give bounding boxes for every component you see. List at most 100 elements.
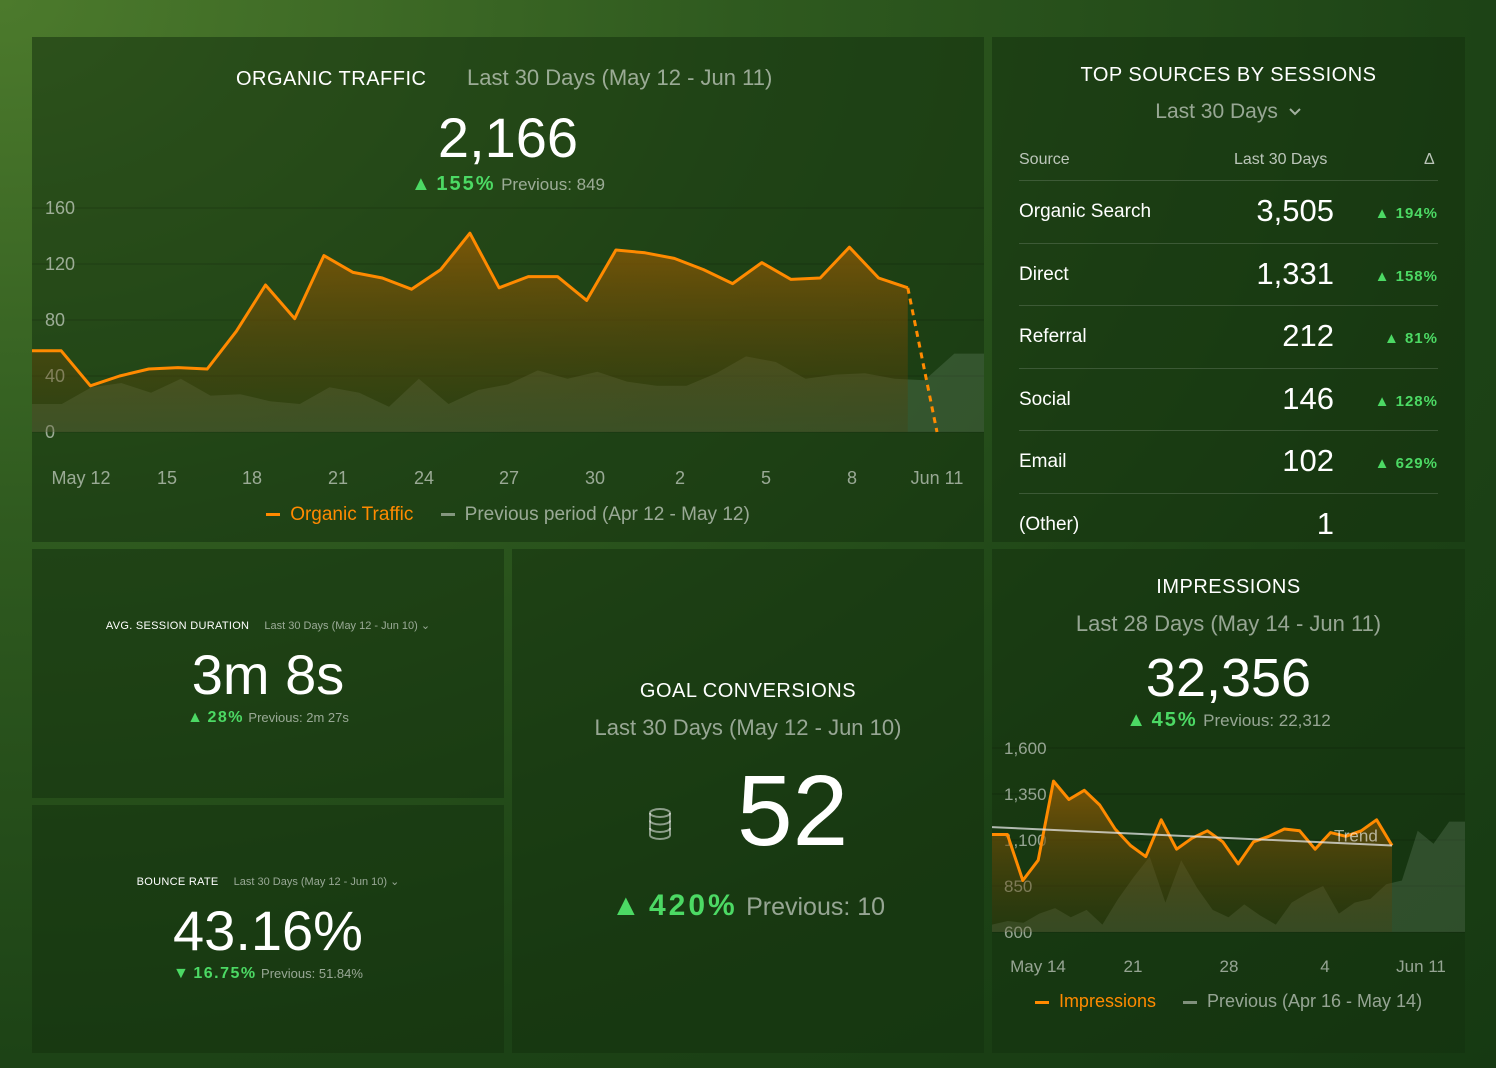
top-sources-widget: TOP SOURCES BY SESSIONS Last 30 Days Sou… xyxy=(992,37,1465,542)
delta-value: 81% xyxy=(1404,330,1438,347)
table-row[interactable]: Direct 1,331 ▲ 158% xyxy=(1019,242,1438,306)
y-tick-label: 160 xyxy=(45,198,75,218)
date-range-dropdown[interactable]: Last 30 Days (May 12 - Jun 10) ⌄ xyxy=(233,876,400,888)
x-tick-label: Jun 11 xyxy=(911,468,964,488)
impressions-widget: IMPRESSIONS Last 28 Days (May 14 - Jun 1… xyxy=(992,549,1465,1053)
source-name: Direct xyxy=(1019,263,1069,285)
current-series-line xyxy=(992,779,1394,882)
x-tick-label: May 12 xyxy=(51,468,110,488)
chevron-down-icon xyxy=(1288,108,1301,116)
change-percent: 16.75% xyxy=(193,965,257,982)
column-header-delta[interactable]: Δ xyxy=(1424,151,1435,168)
source-sessions: 1,331 xyxy=(1256,255,1334,291)
current-series-area xyxy=(992,781,1392,932)
widget-title: TOP SOURCES BY SESSIONS xyxy=(1080,64,1377,86)
previous-value: Previous: 22,312 xyxy=(1203,711,1331,730)
up-arrow-icon: ▲ xyxy=(1374,267,1396,285)
table-row[interactable]: Referral 212 ▲ 81% xyxy=(1019,305,1438,368)
chart-legend: Organic Traffic Previous period (Apr 12 … xyxy=(32,504,984,526)
change-percent: 28% xyxy=(207,709,244,726)
delta-value: 629% xyxy=(1395,455,1438,472)
down-arrow-icon: ▼ xyxy=(173,965,189,982)
x-tick-label: 15 xyxy=(157,468,177,488)
table-row[interactable]: Social 146 ▲ 128% xyxy=(1019,367,1438,431)
x-tick-label: 24 xyxy=(414,468,434,488)
source-name: Referral xyxy=(1019,326,1087,347)
date-range[interactable]: Last 30 Days (May 12 - Jun 10) xyxy=(594,715,902,740)
up-arrow-icon: ▲ xyxy=(1126,709,1147,731)
y-tick-label: 120 xyxy=(45,254,75,274)
column-header-source[interactable]: Source xyxy=(1019,151,1070,168)
up-arrow-icon: ▲ xyxy=(1374,455,1396,472)
previous-value: Previous: 51.84% xyxy=(261,966,363,981)
previous-value: Previous: 849 xyxy=(501,175,606,194)
previous-value: Previous: 10 xyxy=(746,893,886,921)
legend-previous[interactable]: Previous period (Apr 12 - May 12) xyxy=(440,504,750,525)
source-name: Organic Search xyxy=(1019,201,1152,222)
table-row[interactable]: Email 102 ▲ 629% xyxy=(1019,430,1438,493)
y-tick-label: 80 xyxy=(45,310,65,330)
change-percent: 155% xyxy=(436,173,496,195)
source-delta: ▲ 194% xyxy=(1375,205,1438,222)
x-tick-label: Jun 11 xyxy=(1396,957,1446,976)
date-range-label: Last 30 Days xyxy=(1155,100,1278,123)
table-row[interactable]: Organic Search 3,505 ▲ 194% xyxy=(1019,180,1438,243)
metric-change: ▲ 155% Previous: 849 xyxy=(32,173,984,196)
up-arrow-icon: ▲ xyxy=(410,173,431,195)
chevron-down-icon: ⌄ xyxy=(390,876,400,888)
x-tick-label: 21 xyxy=(328,468,348,488)
column-header-value[interactable]: Last 30 Days xyxy=(1234,151,1328,168)
trend-line xyxy=(992,826,1393,847)
delta-value: 194% xyxy=(1395,205,1438,222)
up-arrow-icon: ▲ xyxy=(610,889,641,922)
legend-current[interactable]: Impressions xyxy=(1034,991,1156,1011)
source-sessions: 1 xyxy=(1316,505,1334,541)
x-tick-label: 27 xyxy=(499,468,519,488)
source-sessions: 3,505 xyxy=(1256,193,1334,228)
source-sessions: 102 xyxy=(1282,443,1334,478)
chart-legend: Impressions Previous (Apr 16 - May 14) xyxy=(992,991,1465,1012)
source-delta: ▲ 128% xyxy=(1375,393,1438,410)
widget-header: BOUNCE RATE Last 30 Days (May 12 - Jun 1… xyxy=(32,875,504,888)
chevron-down-icon: ⌄ xyxy=(420,620,431,632)
source-delta: ▲ 629% xyxy=(1375,455,1438,472)
source-sessions: 212 xyxy=(1282,318,1334,353)
current-series-area xyxy=(32,233,908,432)
widget-title: BOUNCE RATE xyxy=(136,876,219,888)
source-name: Social xyxy=(1019,388,1071,410)
legend-current[interactable]: Organic Traffic xyxy=(266,504,413,525)
previous-value: Previous: 2m 27s xyxy=(248,710,349,725)
x-tick-label: 21 xyxy=(1124,957,1143,976)
table-row[interactable]: (Other) 1 xyxy=(1019,492,1438,543)
up-arrow-icon: ▲ xyxy=(187,709,203,726)
y-tick-label: 1,600 xyxy=(1004,739,1047,758)
x-tick-label: 30 xyxy=(585,468,605,488)
metric-value: 43.16% xyxy=(173,899,363,962)
up-arrow-icon: ▲ xyxy=(1383,330,1405,347)
avg-session-duration-widget: AVG. SESSION DURATION Last 30 Days (May … xyxy=(32,549,504,798)
date-range-dropdown[interactable]: Last 30 Days (May 12 - Jun 10) ⌄ xyxy=(264,620,431,632)
date-range[interactable]: Last 28 Days (May 14 - Jun 11) xyxy=(1075,611,1382,636)
metric-value: 3m 8s xyxy=(191,643,345,706)
source-name: (Other) xyxy=(1019,513,1080,535)
source-delta: ▲ 158% xyxy=(1375,268,1438,285)
legend-previous[interactable]: Previous (Apr 16 - May 14) xyxy=(1182,991,1422,1011)
change-percent: 420% xyxy=(649,889,738,922)
y-tick-label: 1,350 xyxy=(1004,785,1047,804)
x-tick-label: 5 xyxy=(761,468,771,488)
date-range-dropdown[interactable]: Last 30 Days xyxy=(992,100,1465,124)
x-tick-label: 4 xyxy=(1320,957,1329,976)
widget-title: AVG. SESSION DURATION xyxy=(105,620,250,632)
y-tick-label: 1,100 xyxy=(1004,831,1047,850)
organic-traffic-widget: ORGANIC TRAFFIC Last 30 Days (May 12 - J… xyxy=(32,37,984,542)
widget-title: ORGANIC TRAFFIC xyxy=(236,68,427,90)
delta-value: 128% xyxy=(1395,392,1438,410)
x-tick-label: 2 xyxy=(675,468,685,488)
source-delta: ▲ 81% xyxy=(1384,330,1438,347)
x-tick-label: 18 xyxy=(242,468,262,488)
x-tick-label: May 14 xyxy=(1010,957,1066,976)
metric-change: ▲ 28% Previous: 2m 27s xyxy=(32,709,504,727)
date-range[interactable]: Last 30 Days (May 12 - Jun 11) xyxy=(467,65,773,90)
